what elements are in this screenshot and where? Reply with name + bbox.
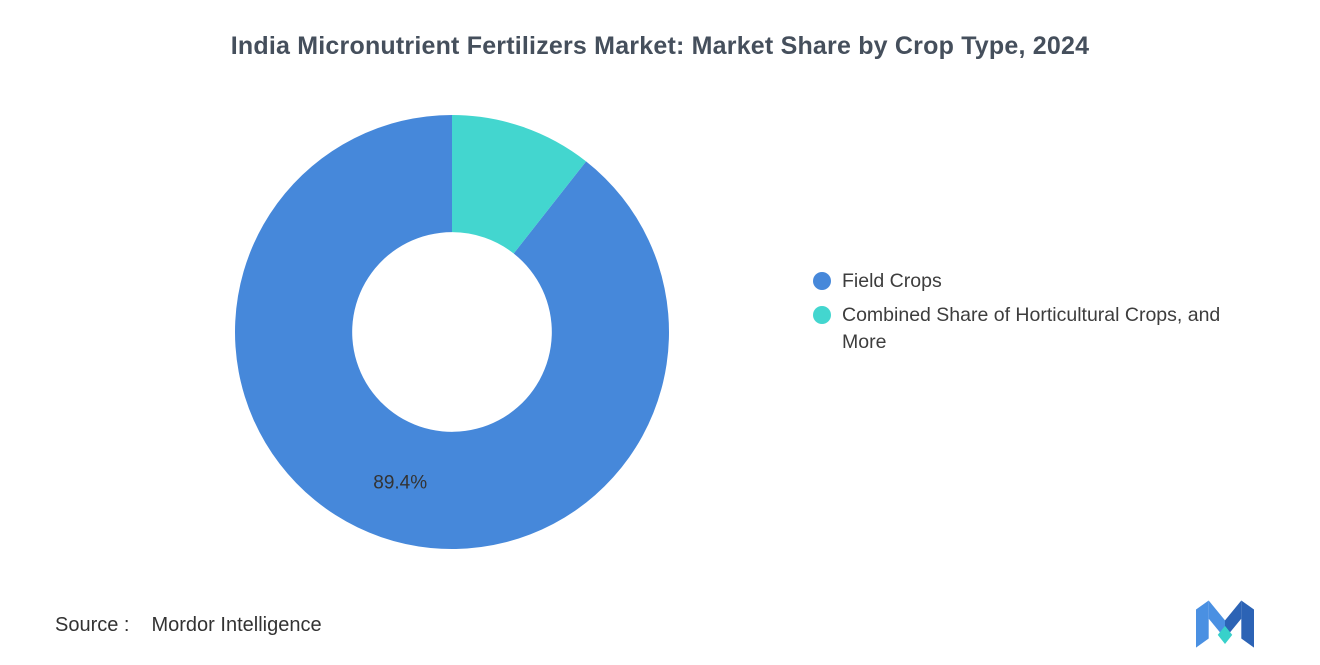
legend-swatch xyxy=(813,272,831,290)
slice-label: 89.4% xyxy=(373,473,427,494)
legend-item: Field Crops xyxy=(813,268,1242,295)
legend-item: Combined Share of Horticultural Crops, a… xyxy=(813,302,1242,356)
logo-teal-diamond xyxy=(1217,625,1233,644)
logo-left-bar xyxy=(1196,600,1209,648)
donut-slice-1 xyxy=(452,115,587,254)
logo-left-diagonal xyxy=(1208,600,1225,639)
legend-swatch xyxy=(813,306,831,324)
logo-right-bar xyxy=(1241,600,1254,648)
legend-label: Combined Share of Horticultural Crops, a… xyxy=(842,304,1221,353)
legend-label: Field Crops xyxy=(842,270,942,292)
source-label: Source : xyxy=(55,614,130,636)
source-line: Source : Mordor Intelligence xyxy=(55,614,322,637)
logo-right-diagonal xyxy=(1225,600,1242,639)
legend: Field Crops Combined Share of Horticultur… xyxy=(813,268,1242,356)
source-value: Mordor Intelligence xyxy=(151,614,322,636)
donut-slice-0 xyxy=(234,115,670,549)
mordor-intelligence-logo-icon xyxy=(1196,600,1254,648)
chart-title: India Micronutrient Fertilizers Market: … xyxy=(230,32,1090,60)
donut-chart: 89.4% xyxy=(234,115,670,549)
